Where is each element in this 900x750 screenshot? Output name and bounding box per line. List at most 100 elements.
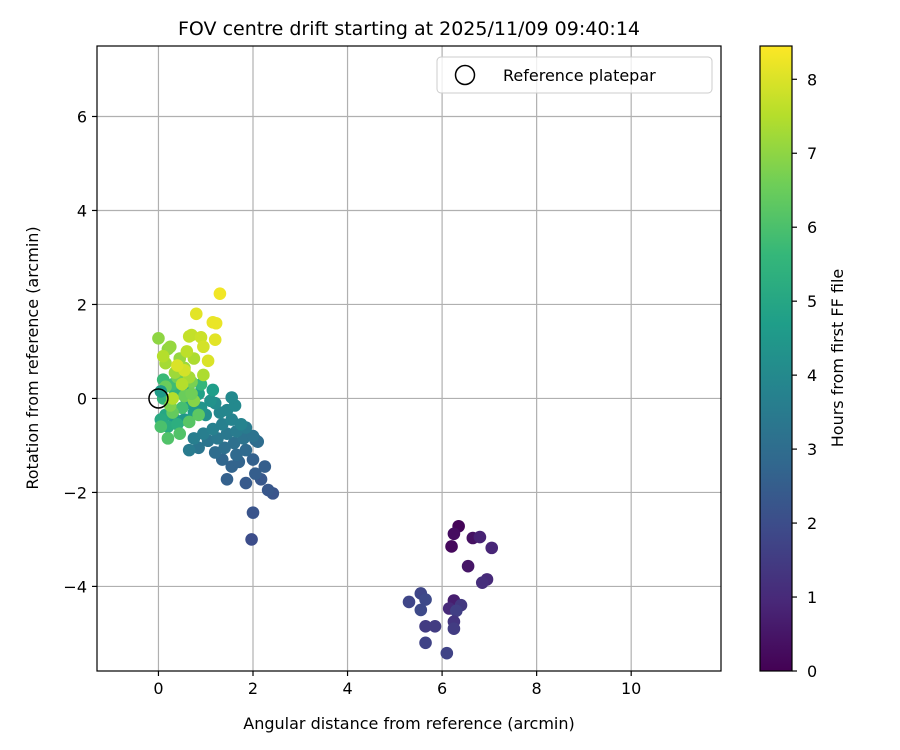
legend: Reference platepar <box>436 56 713 94</box>
data-point <box>461 559 475 573</box>
x-tick-label: 8 <box>532 679 542 698</box>
data-point <box>220 472 234 486</box>
data-point <box>197 368 210 382</box>
colorbar-frame <box>759 45 793 672</box>
x-tick-label: 4 <box>342 679 352 698</box>
data-point <box>234 417 248 431</box>
data-point <box>197 340 210 354</box>
colorbar <box>760 46 792 671</box>
y-axis-label: Rotation from reference (arcmin) <box>23 226 42 489</box>
data-point <box>182 330 196 343</box>
colorbar-tick-label: 4 <box>807 366 817 385</box>
colorbar-tick-label: 8 <box>807 70 817 89</box>
legend-label: Reference platepar <box>503 66 656 85</box>
data-point <box>211 432 224 445</box>
data-point <box>201 354 215 368</box>
data-point <box>225 391 239 404</box>
reference-platepar-marker <box>148 388 169 409</box>
data-point <box>215 417 229 431</box>
data-point <box>206 383 220 397</box>
data-point <box>419 593 432 606</box>
data-point <box>182 415 196 429</box>
data-point <box>475 576 489 589</box>
data-point <box>163 340 177 354</box>
data-point <box>230 448 243 462</box>
data-point <box>225 413 239 426</box>
colorbar-ticks: 0 1 2 3 4 5 6 7 8 <box>792 70 817 681</box>
data-point <box>208 333 222 347</box>
data-point <box>192 441 205 455</box>
y-tick-label: 6 <box>77 107 87 126</box>
colorbar-tick-label: 7 <box>807 144 817 163</box>
colorbar-tick-label: 3 <box>807 440 817 459</box>
data-point <box>175 401 189 415</box>
data-point <box>175 378 189 391</box>
x-tick-label: 10 <box>621 679 641 698</box>
x-tick-label: 6 <box>437 679 447 698</box>
data-point <box>187 432 201 445</box>
data-point <box>239 443 253 457</box>
y-tick-label: −2 <box>63 483 87 502</box>
data-point <box>208 446 222 459</box>
colorbar-tick-label: 5 <box>807 292 817 311</box>
x-tick-label: 0 <box>153 679 163 698</box>
data-point <box>258 460 272 473</box>
data-points <box>152 287 499 660</box>
data-point <box>185 387 198 401</box>
data-point <box>239 476 253 490</box>
data-point <box>197 427 210 440</box>
data-point <box>485 541 499 555</box>
data-point <box>206 422 220 436</box>
data-point <box>204 394 217 408</box>
y-tick-label: −4 <box>63 577 87 596</box>
x-tick-label: 2 <box>248 679 258 698</box>
colorbar-tick-label: 2 <box>807 514 817 533</box>
plot-frame <box>96 45 722 672</box>
data-point <box>419 636 432 650</box>
y-axis-ticks: −4 −2 0 2 4 6 <box>63 107 97 596</box>
data-point <box>447 527 461 541</box>
data-point <box>246 453 260 466</box>
data-point <box>154 420 168 433</box>
data-point <box>473 530 487 544</box>
colorbar-tick-label: 0 <box>807 662 817 681</box>
data-point <box>161 432 175 445</box>
data-point <box>173 427 187 440</box>
data-point <box>428 620 442 633</box>
y-tick-label: 2 <box>77 295 87 314</box>
data-point <box>220 427 234 440</box>
data-point <box>209 316 223 330</box>
data-point <box>447 622 461 636</box>
colorbar-tick-label: 1 <box>807 588 817 607</box>
legend-box <box>436 56 713 94</box>
data-point <box>245 533 258 546</box>
data-point <box>249 467 262 480</box>
y-tick-label: 4 <box>77 201 87 220</box>
data-point <box>227 436 241 450</box>
colorbar-label: Hours from first FF file <box>828 269 847 448</box>
data-point <box>213 287 227 300</box>
colorbar-tick-label: 6 <box>807 218 817 237</box>
data-point <box>189 307 203 321</box>
data-point <box>182 443 196 457</box>
data-point <box>218 441 231 455</box>
x-axis-label: Angular distance from reference (arcmin) <box>243 714 574 733</box>
data-point <box>156 349 170 363</box>
data-point <box>445 540 458 553</box>
data-point <box>419 620 432 633</box>
data-point <box>402 595 416 609</box>
data-point <box>449 604 463 618</box>
data-point <box>261 483 275 497</box>
data-point <box>440 646 454 660</box>
data-point <box>180 345 194 358</box>
x-axis-ticks: 0 2 4 6 8 10 <box>153 671 641 698</box>
data-point <box>166 392 179 405</box>
data-point <box>414 603 428 617</box>
data-point <box>171 359 184 372</box>
y-tick-label: 0 <box>77 389 87 408</box>
legend-open-circle-marker <box>454 64 476 86</box>
data-point <box>246 506 260 519</box>
data-point <box>246 429 260 443</box>
data-point <box>192 408 205 422</box>
